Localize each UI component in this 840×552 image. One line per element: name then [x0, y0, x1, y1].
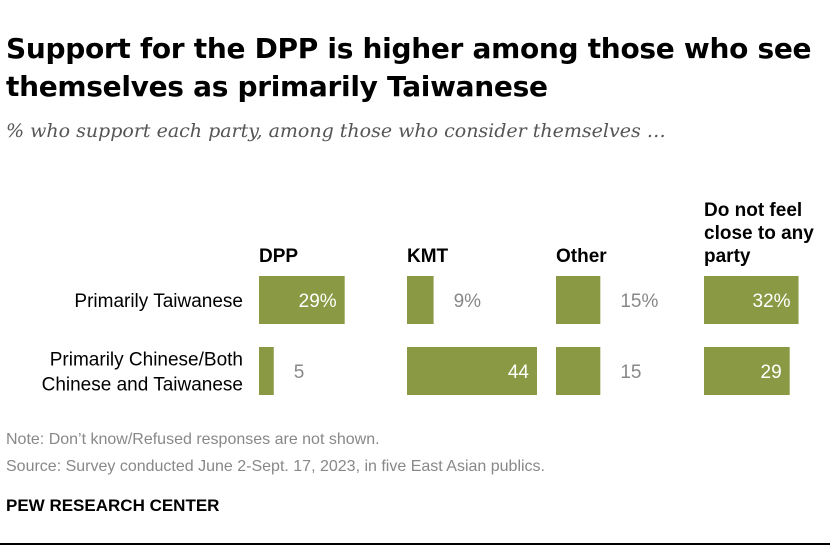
row-label-0: Primarily Taiwanese: [74, 291, 243, 312]
bar-2-1: [556, 347, 601, 395]
column-header-1: KMT: [407, 246, 449, 267]
column-header-2: Other: [556, 246, 607, 267]
value-label-1-0: 9%: [454, 291, 482, 312]
column-header-3: Do not feel close to any party: [704, 200, 814, 267]
value-label-1-1: 44: [508, 362, 530, 383]
value-label-0-1: 5: [294, 362, 305, 383]
chart-subtitle: % who support each party, among those wh…: [6, 120, 666, 142]
bar-1-1: [407, 347, 537, 395]
chart-title: Support for the DPP is higher among thos…: [6, 32, 812, 103]
brand-logo-text: PEW RESEARCH CENTER: [6, 496, 220, 515]
bar-3-0: [704, 276, 799, 324]
value-label-2-0: 15%: [620, 291, 658, 312]
bar-2-0: [556, 276, 601, 324]
chart-source: Source: Survey conducted June 2-Sept. 17…: [6, 458, 545, 475]
column-header-0: DPP: [259, 246, 298, 267]
bottom-rule: [0, 543, 830, 545]
bar-0-1: [259, 347, 274, 395]
bar-1-0: [407, 276, 434, 324]
chart-note: Note: Don’t know/Refused responses are n…: [6, 431, 380, 448]
value-label-3-1: 29: [761, 362, 782, 383]
value-label-0-0: 29%: [299, 291, 337, 312]
value-label-2-1: 15: [620, 362, 641, 383]
bar-3-1: [704, 347, 790, 395]
bar-0-0: [259, 276, 345, 324]
row-label-1: Primarily Chinese/Both Chinese and Taiwan…: [42, 350, 243, 396]
value-label-3-0: 32%: [753, 291, 791, 312]
